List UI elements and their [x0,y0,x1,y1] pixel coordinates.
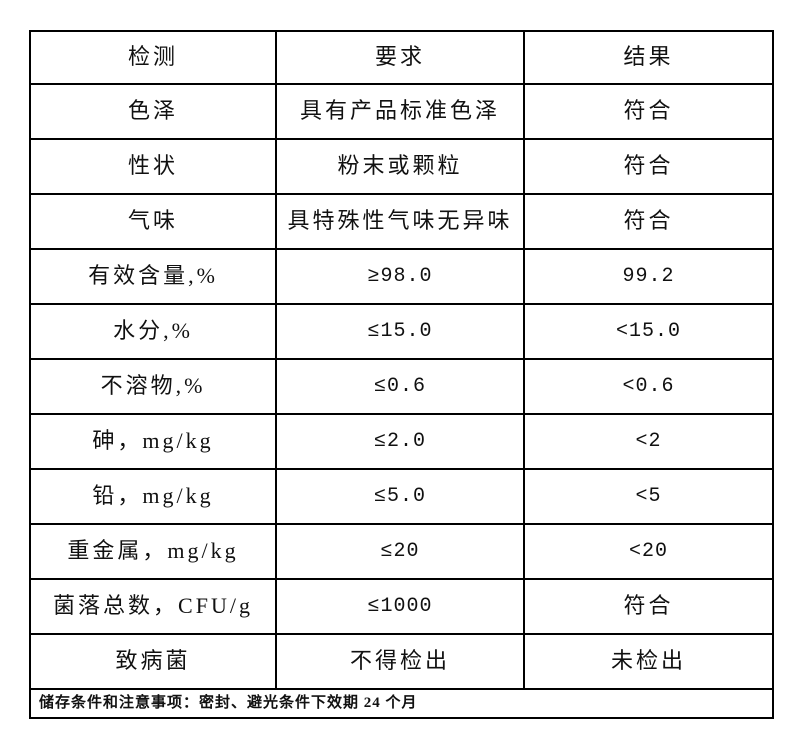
cell-test: 砷，mg/kg [29,413,277,470]
cell-result: <15.0 [523,303,774,360]
cell-requirement: ≤2.0 [275,413,525,470]
table-row: 色泽 具有产品标准色泽 符合 [29,83,774,140]
cell-test: 菌落总数，CFU/g [29,578,277,635]
storage-note: 储存条件和注意事项：密封、避光条件下效期 24 个月 [29,688,774,719]
cell-requirement: 具特殊性气味无异味 [275,193,525,250]
cell-requirement: 粉末或颗粒 [275,138,525,195]
cell-test: 铅，mg/kg [29,468,277,525]
table-row: 铅，mg/kg ≤5.0 <5 [29,468,774,525]
footer-row: 储存条件和注意事项：密封、避光条件下效期 24 个月 [29,688,774,719]
cell-result: <0.6 [523,358,774,415]
cell-requirement: ≤0.6 [275,358,525,415]
cell-result: 符合 [523,578,774,635]
cell-test: 性状 [29,138,277,195]
cell-requirement: ≤20 [275,523,525,580]
table-row: 不溶物,% ≤0.6 <0.6 [29,358,774,415]
cell-result: 99.2 [523,248,774,305]
table-row: 砷，mg/kg ≤2.0 <2 [29,413,774,470]
cell-result: 未检出 [523,633,774,690]
table-row: 气味 具特殊性气味无异味 符合 [29,193,774,250]
column-header-result: 结果 [523,30,774,85]
table-row: 水分,% ≤15.0 <15.0 [29,303,774,360]
cell-test: 色泽 [29,83,277,140]
header-row: 检测 要求 结果 [29,30,774,85]
cell-test: 有效含量,% [29,248,277,305]
table-row: 性状 粉末或颗粒 符合 [29,138,774,195]
table-row: 重金属，mg/kg ≤20 <20 [29,523,774,580]
table-row: 菌落总数，CFU/g ≤1000 符合 [29,578,774,635]
cell-result: <2 [523,413,774,470]
cell-result: <20 [523,523,774,580]
table-row: 致病菌 不得检出 未检出 [29,633,774,690]
column-header-requirement: 要求 [275,30,525,85]
cell-result: 符合 [523,83,774,140]
cell-test: 气味 [29,193,277,250]
cell-test: 致病菌 [29,633,277,690]
cell-result: 符合 [523,138,774,195]
cell-requirement: ≤1000 [275,578,525,635]
cell-test: 不溶物,% [29,358,277,415]
cell-requirement: 不得检出 [275,633,525,690]
cell-test: 水分,% [29,303,277,360]
cell-requirement: ≤15.0 [275,303,525,360]
table-row: 有效含量,% ≥98.0 99.2 [29,248,774,305]
inspection-table: 检测 要求 结果 色泽 具有产品标准色泽 符合 性状 粉末或颗粒 符合 气味 具… [29,30,774,719]
cell-result: 符合 [523,193,774,250]
cell-requirement: 具有产品标准色泽 [275,83,525,140]
cell-requirement: ≥98.0 [275,248,525,305]
cell-result: <5 [523,468,774,525]
cell-test: 重金属，mg/kg [29,523,277,580]
column-header-test: 检测 [29,30,277,85]
cell-requirement: ≤5.0 [275,468,525,525]
